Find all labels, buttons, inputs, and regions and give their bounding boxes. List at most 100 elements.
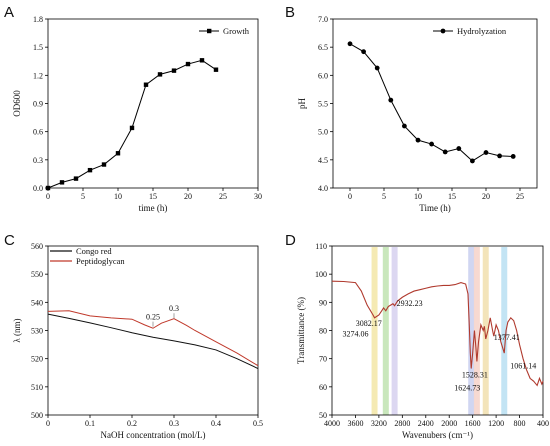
x-tick-label-d-0: 4000: [324, 419, 340, 428]
data-point-b-5: [415, 137, 421, 143]
y-axis-title-b: pH: [297, 98, 307, 110]
data-point-a-7: [143, 82, 149, 87]
x-tick-label-d-8: 800: [514, 419, 526, 428]
legend-label-b: Hydrolyzation: [457, 26, 507, 36]
x-tick-label-b-3: 15: [448, 192, 456, 201]
x-axis-title-c: NaOH concentration (mol/L): [101, 430, 206, 440]
y-tick-label-c-4: 540: [31, 298, 43, 307]
axes-frame-c: [47, 245, 259, 416]
y-tick-label-d-3: 80: [319, 327, 327, 336]
legend-label-a: Growth: [223, 26, 250, 36]
y-tick-label-d-4: 90: [319, 298, 327, 307]
data-point-a-6: [129, 125, 135, 131]
data-point-b-7: [442, 149, 448, 155]
legend-label-c-1: Peptidoglycan: [76, 256, 125, 266]
data-point-a-3: [87, 167, 93, 173]
data-point-b-2: [374, 65, 380, 71]
y-tick-label-d-2: 70: [319, 355, 327, 364]
data-point-b-1: [361, 49, 366, 55]
panel-c: C 0 0.1 0.2 0.3 0.4 0.5 500 510 520 530 540 550 560 N…: [4, 232, 263, 440]
y-tick-label-b-4: 6.0: [318, 71, 328, 80]
legend-marker-a: [207, 28, 212, 34]
data-point-b-11: [497, 153, 502, 159]
y-axis-title-c: λ (nm): [12, 318, 22, 342]
x-axis-title-a: time (h): [139, 203, 168, 213]
y-tick-label-c-2: 520: [31, 355, 43, 364]
y-tick-label-d-0: 50: [319, 411, 327, 420]
band-d-5: [482, 247, 489, 415]
series-line-a-0: [47, 59, 217, 189]
y-tick-label-d-6: 110: [315, 242, 327, 251]
peak-label-d-1: 3082.17: [356, 319, 382, 328]
y-tick-label-d-5: 100: [315, 270, 327, 279]
y-tick-label-b-0: 4.0: [318, 184, 328, 193]
data-point-a-4: [101, 162, 107, 167]
panel-a: A 0 5 10 15 20 25 30 0.0 0.3 0.6 0.9 1.2 1.5 1.8 time …: [4, 4, 262, 213]
band-d-6: [501, 247, 508, 415]
y-tick-label-c-1: 510: [31, 383, 43, 392]
y-tick-label-b-1: 4.5: [318, 156, 328, 165]
peak-label-d-0: 3274.06: [343, 330, 369, 339]
y-axis-title-a: OD600: [12, 90, 22, 117]
x-tick-label-b-1: 5: [382, 192, 386, 201]
y-tick-label-b-2: 5.0: [318, 128, 328, 137]
series-line-c-0: [47, 313, 259, 369]
x-tick-label-b-2: 10: [414, 192, 422, 201]
legend-label-c-0: Congo red: [76, 246, 112, 256]
y-tick-label-a-4: 1.2: [33, 71, 43, 80]
y-tick-label-d-1: 60: [319, 383, 327, 392]
y-tick-label-c-5: 550: [31, 270, 43, 279]
chart-a: 0 5 10 15 20 25 30 0.0 0.3 0.6 0.9 1.2 1.5 1.8 time (h…: [12, 15, 262, 213]
x-tick-label-a-0: 0: [46, 192, 50, 201]
x-tick-label-a-6: 30: [254, 192, 262, 201]
data-point-a-12: [213, 67, 219, 72]
x-tick-label-d-5: 2000: [441, 419, 457, 428]
data-point-a-5: [115, 151, 121, 156]
x-tick-label-c-0: 0: [46, 419, 50, 428]
x-tick-label-c-3: 0.3: [169, 419, 179, 428]
panel-letter-b: B: [285, 4, 295, 21]
y-tick-label-a-3: 0.9: [33, 100, 43, 109]
x-tick-label-d-4: 2400: [418, 419, 434, 428]
x-tick-label-a-3: 15: [149, 192, 157, 201]
panel-letter-a: A: [4, 4, 14, 21]
data-point-a-10: [185, 61, 191, 67]
axes-frame-a: [47, 18, 259, 189]
data-point-b-6: [429, 141, 434, 147]
data-point-b-3: [388, 97, 394, 103]
chart-d: 4000 3600 3200 2800 2400 2000 1600 1200 800 400 50…: [296, 242, 549, 440]
series-line-c-1: [47, 310, 259, 367]
y-tick-label-c-0: 500: [31, 411, 43, 420]
y-tick-label-c-3: 530: [31, 327, 43, 336]
band-d-1: [382, 247, 389, 415]
data-point-b-10: [483, 150, 489, 155]
peak-label-d-2: 2932.23: [397, 299, 423, 308]
data-point-b-12: [510, 154, 516, 159]
panel-letter-c: C: [4, 232, 15, 249]
y-tick-label-b-6: 7.0: [318, 15, 328, 24]
x-tick-label-d-7: 1200: [488, 419, 504, 428]
data-point-b-4: [402, 123, 407, 129]
x-tick-label-b-5: 25: [516, 192, 524, 201]
y-tick-label-a-2: 0.6: [33, 128, 43, 137]
y-tick-label-b-3: 5.5: [318, 100, 328, 109]
data-point-a-9: [171, 68, 177, 73]
data-point-a-1: [59, 180, 65, 185]
x-tick-label-c-2: 0.2: [127, 419, 137, 428]
band-d-2: [391, 247, 398, 415]
x-tick-label-b-0: 0: [348, 192, 352, 201]
panel-letter-d: D: [285, 232, 296, 249]
data-point-a-11: [199, 58, 205, 63]
chart-b: 0 5 10 15 20 25 4.0 4.5 5.0 5.5 6.0 6.5 7.0 Time (h) p…: [297, 15, 538, 213]
band-d-3: [468, 247, 475, 415]
x-tick-label-d-1: 3600: [347, 419, 363, 428]
data-point-b-0: [347, 41, 353, 47]
peak-label-d-5: 1377.41: [494, 333, 520, 342]
panel-b: B 0 5 10 15 20 25 4.0 4.5 5.0 5.5 6.0 6.5 7.0 Time (h…: [285, 4, 538, 213]
data-point-b-8: [456, 146, 462, 151]
x-tick-label-c-5: 0.5: [253, 419, 263, 428]
x-axis-title-b: Time (h): [419, 203, 450, 213]
x-tick-label-a-1: 5: [81, 192, 85, 201]
x-tick-label-d-3: 2800: [394, 419, 410, 428]
